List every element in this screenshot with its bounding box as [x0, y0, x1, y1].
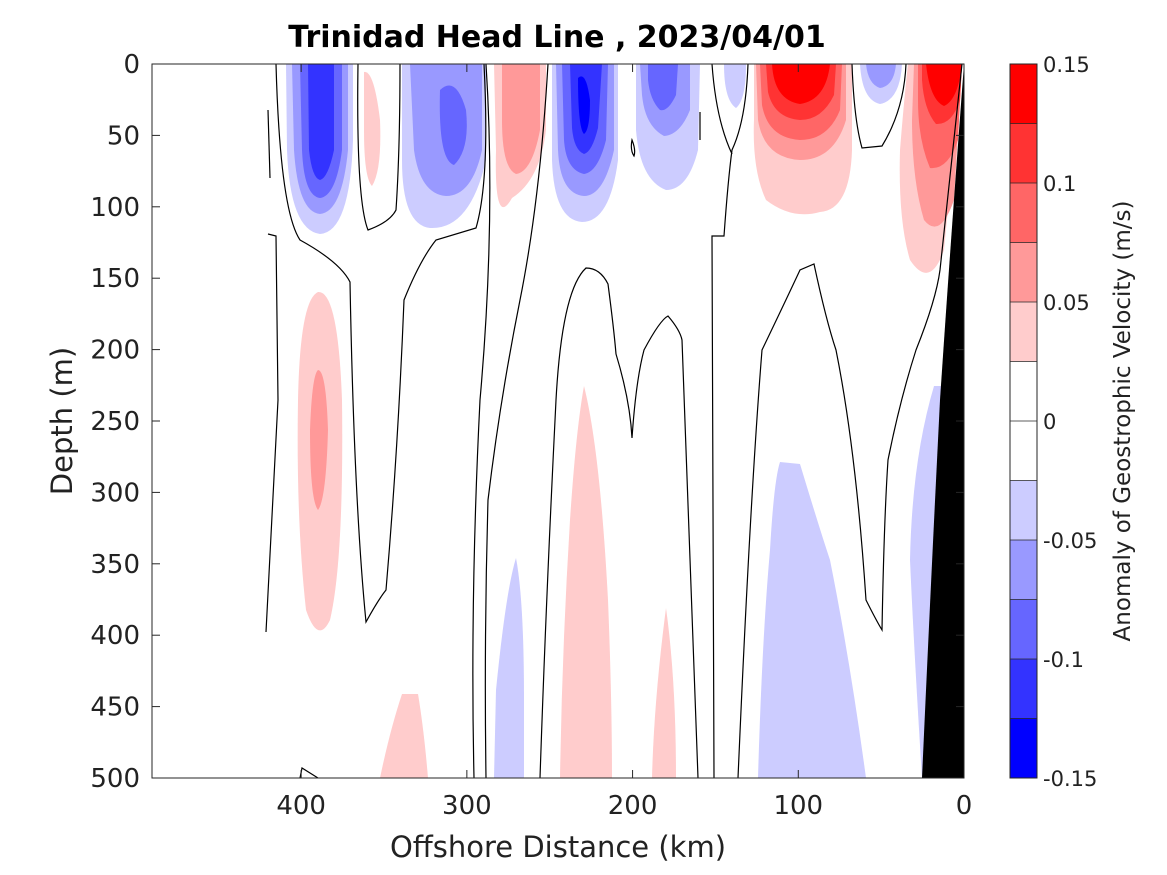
colorbar-band: [1010, 361, 1037, 422]
band-neg-025: [724, 64, 746, 108]
zero-contour: [484, 63, 549, 779]
y-tick-label: 100: [90, 193, 140, 223]
zero-contour: [630, 137, 636, 158]
zero-contour: [472, 63, 491, 779]
zero-contour: [275, 63, 487, 624]
zero-contour: [357, 63, 401, 231]
y-tick-label: 350: [90, 550, 140, 580]
colorbar-tick-label: 0.05: [1043, 291, 1090, 315]
x-tick-label: 400: [276, 791, 326, 821]
colorbar-band: [1010, 302, 1037, 362]
colorbar-band: [1010, 421, 1037, 481]
band-neg-025: [758, 462, 866, 778]
band-pos-025: [652, 608, 676, 778]
colorbar: 0.15 0.1 0.05 0 -0.05 -0.1 -0.15: [1009, 53, 1097, 791]
colorbar-band: [1010, 480, 1037, 541]
zero-contour: [851, 63, 907, 149]
band-pos-125: [772, 64, 830, 104]
x-tick-label: 100: [773, 791, 823, 821]
colorbar-band: [1010, 183, 1037, 243]
x-tick-label: 0: [956, 791, 973, 821]
zero-contour: [711, 63, 749, 779]
bathymetry-mask: [922, 64, 964, 778]
y-tick-label: 0: [123, 50, 140, 80]
band-pos-025: [560, 386, 612, 778]
colorbar-frame: [1009, 63, 1038, 779]
band-pos-125: [926, 64, 962, 106]
colorbar-band: [1010, 242, 1037, 303]
y-tick-label: 500: [90, 764, 140, 794]
colorbar-tick-label: -0.15: [1043, 767, 1097, 791]
colorbar-band: [1010, 123, 1037, 184]
chart-title: Trinidad Head Line , 2023/04/01: [288, 20, 825, 55]
band-pos-025: [380, 694, 428, 778]
colorbar-tick-label: 0.15: [1043, 53, 1090, 77]
filled-contours: [286, 64, 962, 778]
band-neg-025: [494, 558, 524, 778]
colorbar-band: [1010, 659, 1037, 719]
y-tick-label: 200: [90, 336, 140, 366]
colorbar-band: [1010, 718, 1037, 779]
x-tick-label: 200: [608, 791, 658, 821]
band-neg-075: [439, 85, 467, 165]
x-tick-label: 300: [442, 791, 492, 821]
colorbar-tick-label: 0: [1043, 410, 1056, 434]
band-pos-050: [310, 370, 328, 510]
zero-contour: [737, 63, 963, 779]
colorbar-tick-label: -0.05: [1043, 529, 1097, 553]
band-neg-050: [866, 64, 896, 88]
y-ticks: 0 50 100 150 200 250 300 350 400 450 500: [90, 50, 964, 794]
y-tick-label: 300: [90, 478, 140, 508]
x-ticks: 400 300 200 100 0: [276, 64, 972, 821]
colorbar-band: [1010, 599, 1037, 660]
band-pos-025: [364, 71, 381, 186]
plot-area: 400 300 200 100 0 0 50 100 150 200 250 300 350 400 45…: [90, 50, 972, 821]
zero-contour: [267, 109, 271, 179]
x-axis-label: Offshore Distance (km): [390, 830, 726, 864]
y-tick-label: 400: [90, 621, 140, 651]
colorbar-band: [1010, 540, 1037, 600]
band-neg-075: [648, 64, 678, 111]
zero-contours: [265, 63, 963, 779]
band-neg-125: [578, 76, 590, 134]
zero-contour: [265, 233, 279, 633]
colorbar-bands: [1010, 64, 1037, 779]
colorbar-tick-label: -0.1: [1043, 648, 1084, 672]
y-tick-label: 150: [90, 264, 140, 294]
colorbar-tick-label: 0.1: [1043, 172, 1076, 196]
colorbar-label: Anomaly of Geostrophic Velocity (m/s): [1110, 201, 1136, 642]
zero-contour: [539, 267, 699, 779]
zero-contour: [711, 63, 733, 155]
y-tick-label: 250: [90, 407, 140, 437]
y-tick-label: 450: [90, 693, 140, 723]
y-tick-label: 50: [107, 121, 140, 151]
y-axis-label: Depth (m): [45, 347, 79, 495]
band-pos-050: [502, 64, 540, 174]
colorbar-band: [1010, 64, 1037, 124]
band-neg-100: [308, 64, 334, 180]
colorbar-ticks: 0.15 0.1 0.05 0 -0.05 -0.1 -0.15: [1043, 53, 1097, 791]
